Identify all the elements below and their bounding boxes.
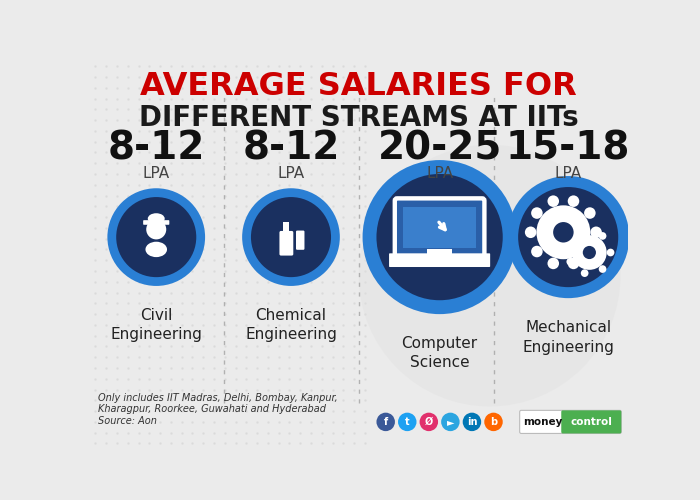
Circle shape: [531, 246, 542, 258]
Circle shape: [566, 258, 574, 266]
Circle shape: [107, 188, 205, 286]
Circle shape: [547, 258, 559, 269]
Text: Chemical
Engineering: Chemical Engineering: [245, 308, 337, 342]
Circle shape: [363, 160, 517, 314]
Text: 8-12: 8-12: [108, 130, 205, 168]
Text: in: in: [467, 417, 477, 427]
Circle shape: [568, 258, 580, 269]
Circle shape: [598, 265, 606, 273]
Text: 8-12: 8-12: [242, 130, 340, 168]
Circle shape: [441, 412, 460, 431]
FancyBboxPatch shape: [519, 410, 622, 434]
Text: LPA: LPA: [277, 166, 304, 182]
Circle shape: [463, 412, 481, 431]
Text: Mechanical
Engineering: Mechanical Engineering: [522, 320, 614, 354]
Text: LPA: LPA: [143, 166, 170, 182]
Circle shape: [572, 235, 607, 270]
Circle shape: [584, 208, 596, 219]
Circle shape: [607, 248, 615, 256]
Text: 15-18: 15-18: [506, 130, 631, 168]
Circle shape: [116, 197, 196, 277]
Circle shape: [583, 246, 596, 259]
FancyBboxPatch shape: [428, 249, 452, 254]
Circle shape: [398, 412, 416, 431]
FancyBboxPatch shape: [144, 220, 169, 225]
Circle shape: [377, 412, 395, 431]
Circle shape: [531, 208, 542, 219]
Text: AVERAGE SALARIES FOR: AVERAGE SALARIES FOR: [141, 72, 577, 102]
Circle shape: [242, 188, 340, 286]
FancyBboxPatch shape: [279, 231, 293, 256]
Circle shape: [525, 226, 536, 238]
FancyBboxPatch shape: [389, 254, 490, 267]
FancyBboxPatch shape: [296, 230, 304, 250]
Text: Ø: Ø: [425, 417, 433, 427]
Text: Computer
Science: Computer Science: [402, 336, 477, 370]
Circle shape: [553, 222, 573, 242]
Circle shape: [590, 226, 602, 238]
Circle shape: [581, 270, 589, 277]
Text: Civil
Engineering: Civil Engineering: [111, 308, 202, 342]
Circle shape: [484, 412, 503, 431]
Circle shape: [419, 412, 438, 431]
Circle shape: [536, 206, 590, 259]
Ellipse shape: [358, 144, 621, 406]
Circle shape: [377, 174, 503, 300]
Circle shape: [518, 187, 618, 287]
Text: t: t: [405, 417, 409, 427]
Text: 20-25: 20-25: [377, 130, 502, 168]
Text: control: control: [570, 417, 612, 427]
Circle shape: [566, 240, 574, 247]
Text: money: money: [523, 417, 563, 427]
Ellipse shape: [148, 213, 164, 224]
Circle shape: [598, 232, 606, 240]
Text: LPA: LPA: [426, 166, 453, 182]
Text: b: b: [490, 417, 497, 427]
FancyBboxPatch shape: [561, 410, 622, 434]
Circle shape: [584, 246, 596, 258]
Circle shape: [547, 196, 559, 207]
Circle shape: [568, 196, 580, 207]
Circle shape: [507, 176, 629, 298]
Text: DIFFERENT STREAMS AT IITs: DIFFERENT STREAMS AT IITs: [139, 104, 579, 132]
FancyBboxPatch shape: [395, 198, 484, 256]
Text: Only includes IIT Madras, Delhi, Bombay, Kanpur,
Kharagpur, Roorkee, Guwahati an: Only includes IIT Madras, Delhi, Bombay,…: [99, 392, 338, 426]
FancyBboxPatch shape: [403, 206, 476, 248]
Circle shape: [251, 197, 331, 277]
Text: f: f: [384, 417, 388, 427]
Text: LPA: LPA: [554, 166, 582, 182]
Text: ►: ►: [447, 417, 454, 427]
FancyBboxPatch shape: [284, 222, 290, 232]
Circle shape: [581, 228, 589, 235]
Circle shape: [146, 220, 167, 240]
Ellipse shape: [146, 242, 167, 257]
